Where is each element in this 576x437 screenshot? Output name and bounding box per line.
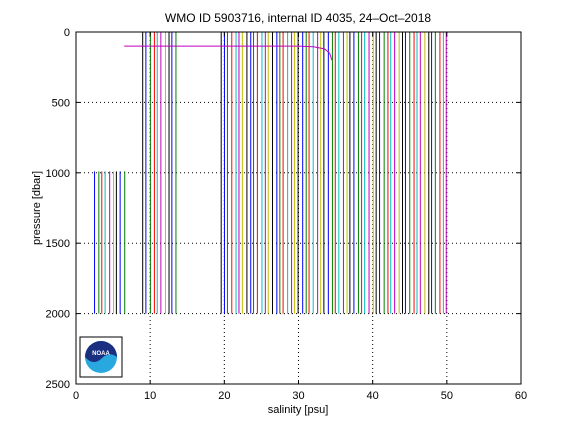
- y-tick-label: 2000: [46, 309, 70, 321]
- logo-text: NOAA: [92, 351, 110, 357]
- axis-ticks: [75, 31, 522, 385]
- x-axis-label: salinity [psu]: [268, 404, 329, 416]
- profile-lines: [94, 32, 447, 314]
- highlight-profile-line: [124, 45, 333, 61]
- y-tick-label: 0: [64, 27, 70, 39]
- y-tick-label: 1000: [46, 168, 70, 180]
- tick-labels: 0 10 20 30 40 50 60 0 500 1000 1500 2000 2500: [46, 27, 528, 402]
- x-tick-label: 50: [441, 390, 453, 402]
- chart-title: WMO ID 5903716, internal ID 4035, 24–Oct…: [165, 11, 431, 25]
- y-axis-label: pressure [dbar]: [31, 171, 43, 245]
- noaa-logo: NOAA: [79, 336, 123, 378]
- y-tick-label: 500: [52, 97, 70, 109]
- x-tick-label: 40: [367, 390, 379, 402]
- x-tick-label: 60: [515, 390, 527, 402]
- y-tick-label: 1500: [46, 238, 70, 250]
- logo-gull-shape: [85, 341, 117, 363]
- y-tick-label: 2500: [46, 379, 70, 391]
- x-tick-label: 20: [218, 390, 230, 402]
- x-tick-label: 30: [292, 390, 304, 402]
- x-tick-label: 10: [144, 390, 156, 402]
- x-tick-label: 0: [73, 390, 79, 402]
